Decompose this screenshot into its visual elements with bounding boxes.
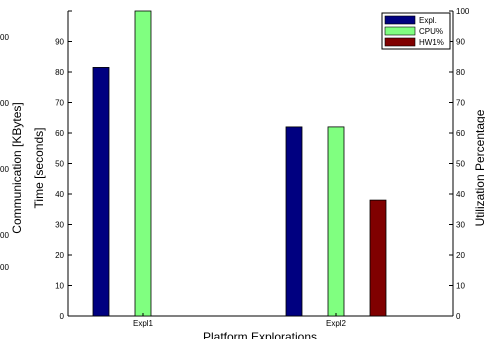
- legend-swatch: [384, 37, 416, 47]
- y-tick-label-right: 40: [456, 190, 465, 199]
- outer-axis-tick-labels: 00 00 00 00 00: [0, 33, 9, 272]
- legend-label: HW1%: [419, 38, 444, 47]
- y-tick-label-right: 80: [456, 68, 465, 77]
- x-tick-label: Expl1: [133, 319, 154, 328]
- y-tick-label-left: 70: [55, 99, 64, 108]
- outer-tick-label: 00: [0, 231, 9, 240]
- y-tick-label-left: 20: [55, 251, 64, 260]
- x-tick-label: Expl2: [326, 319, 347, 328]
- legend: Expl. CPU% HW1%: [381, 12, 451, 50]
- legend-label: Expl.: [419, 16, 437, 25]
- y-tick-label-left: 40: [55, 190, 64, 199]
- outer-tick-label: 00: [0, 263, 9, 272]
- bar-hw1-expl2: [369, 199, 387, 317]
- y-tick-label-right: 90: [456, 38, 465, 47]
- y-tick-label-left: 50: [55, 160, 64, 169]
- bar-cpu-expl2: [327, 126, 345, 317]
- outer-tick-label: 00: [0, 99, 9, 108]
- y-tick-label-left: 10: [55, 282, 64, 291]
- y-tick-label-left: 60: [55, 129, 64, 138]
- bar-expl-expl2: [285, 126, 303, 317]
- bars: [92, 10, 387, 317]
- y-tick-label-right: 0: [456, 312, 461, 321]
- bar-expl-expl1: [92, 67, 110, 317]
- y-tick-label-left: 30: [55, 221, 64, 230]
- legend-swatch: [384, 26, 416, 36]
- y-axis-title-time: Time [seconds]: [32, 128, 46, 209]
- y-tick-label-right: 70: [456, 99, 465, 108]
- axes: 0 0 10 10 20 20 30 30 40 40 50 50 60 60 70 70 80 80 90 90 10…: [55, 7, 470, 321]
- outer-tick-label: 00: [0, 165, 9, 174]
- y-tick-label-left: 80: [55, 68, 64, 77]
- legend-label: CPU%: [419, 27, 443, 36]
- y-tick-label-left: 90: [55, 38, 64, 47]
- y-axis-title-utilization: Utilization Percentage: [473, 109, 485, 226]
- y-tick-label-right: 60: [456, 129, 465, 138]
- y-tick-label-right: 10: [456, 282, 465, 291]
- y-tick-label-right: 50: [456, 160, 465, 169]
- y-tick-label-left: 0: [60, 312, 65, 321]
- legend-swatch: [384, 15, 416, 25]
- bar-cpu-expl1: [134, 10, 152, 317]
- y-axis-title-communication: Communication [KBytes]: [10, 102, 24, 233]
- y-tick-label-right: 20: [456, 251, 465, 260]
- y-tick-label-right: 30: [456, 221, 465, 230]
- outer-tick-label: 00: [0, 33, 9, 42]
- x-axis-title: Platform Explorations: [203, 330, 317, 339]
- y-tick-label-right: 100: [456, 7, 470, 16]
- category-labels: Expl1 Expl2: [133, 313, 347, 328]
